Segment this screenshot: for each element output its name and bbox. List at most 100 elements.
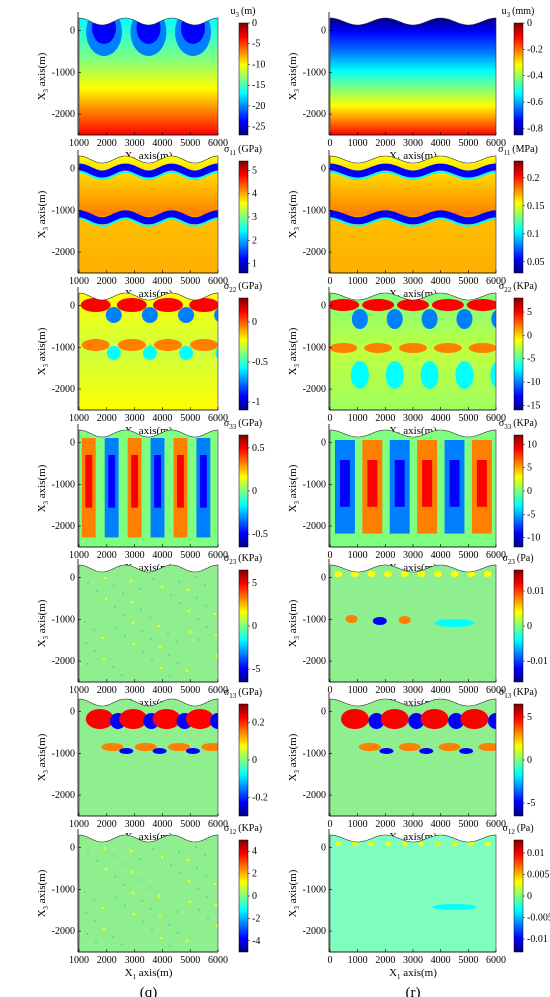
colorbar-title-sub: 11 (504, 149, 511, 157)
colorbar-title-main: u (231, 6, 236, 17)
y-tick-label: -1000 (303, 205, 326, 216)
field-5 (330, 293, 496, 410)
field-blob (397, 299, 429, 311)
x-tick-label: 3000 (125, 276, 145, 287)
x-tick-label: 3000 (125, 685, 145, 696)
field-blob (168, 743, 191, 751)
x-axis-label-main: X (389, 150, 397, 162)
y-axis-label-sub: 3 (42, 769, 50, 773)
colorbar-tick-label: 5 (252, 165, 257, 176)
speckle (122, 883, 126, 887)
column-core (339, 460, 350, 507)
speckle (129, 849, 133, 853)
y-axis-label-post: axis(m) (287, 599, 299, 636)
colorbar-title-sub: 12 (508, 828, 516, 836)
speckle (186, 858, 190, 862)
field-blob (330, 299, 360, 311)
column-core (422, 460, 433, 507)
speckle (83, 620, 87, 624)
x-tick-label: 2000 (375, 819, 395, 830)
x-tick-label: 5000 (458, 955, 478, 966)
speckle (186, 588, 190, 592)
y-axis-label-post: axis(m) (36, 599, 48, 636)
colorbar-tick-label: -25 (252, 122, 265, 133)
x-tick-label: 3000 (403, 685, 423, 696)
colorbar (513, 160, 524, 274)
field-blob (340, 709, 369, 729)
field-blob (185, 709, 214, 729)
field-blob (180, 18, 205, 44)
field-blob (178, 307, 195, 323)
speckle (86, 851, 90, 855)
x-tick-label: 1000 (69, 413, 89, 424)
field-region (79, 430, 218, 547)
speckle (185, 939, 189, 943)
y-tick-label: 0 (70, 164, 75, 175)
speckle (159, 666, 163, 670)
field-blob (364, 343, 393, 353)
field-blob (490, 361, 496, 389)
y-tick-label: 0 (70, 843, 75, 854)
colorbar-title: σ22 (KPa) (499, 281, 537, 294)
colorbar (238, 22, 249, 136)
field-blob (379, 748, 394, 754)
surface-outline (78, 834, 219, 953)
speckle (111, 935, 115, 939)
field-blob (190, 339, 218, 351)
speckle (187, 609, 191, 613)
x-tick-label: 1000 (69, 955, 89, 966)
x-tick-label: 4000 (431, 685, 451, 696)
field-12 (79, 835, 218, 952)
speckle (166, 632, 170, 636)
colorbar-unit: (KPa) (513, 687, 537, 698)
x-tick-label: 2000 (375, 276, 395, 287)
x-axis-label: X1 axis(m) (389, 967, 437, 981)
colorbar-title: σ12 (KPa) (224, 823, 262, 836)
y-tick-label: -1000 (303, 884, 326, 895)
field-blob (417, 571, 426, 577)
x-tick-label: 5000 (180, 955, 200, 966)
field-blob (418, 842, 425, 846)
y-tick-label: 0 (321, 301, 326, 312)
colorbar-title-sub: 22 (229, 286, 237, 294)
field-blob (432, 904, 477, 910)
column-core (199, 455, 207, 508)
speckle (215, 654, 218, 658)
field-blob (419, 748, 434, 754)
field-blob (189, 298, 218, 312)
column-core (176, 455, 184, 508)
x-tick-label: 5000 (180, 685, 200, 696)
band-edge (79, 217, 218, 227)
y-tick-label: -1000 (52, 205, 75, 216)
x-axis-label-main: X (125, 967, 133, 979)
y-axis-label-post: axis(m) (36, 869, 48, 906)
y-axis-label-main: X (287, 909, 299, 917)
y-tick-label: -1000 (303, 614, 326, 625)
field-blob (386, 309, 403, 329)
y-tick-label: 0 (321, 573, 326, 584)
colorbar-tick-label: -5 (527, 798, 535, 809)
x-tick-label: 2000 (97, 819, 117, 830)
speckle (194, 575, 198, 579)
x-tick-label: 0 (328, 955, 333, 966)
speckle (160, 855, 164, 859)
colorbar-tick-label: 0 (252, 755, 257, 766)
field-blob (152, 709, 181, 729)
colorbar-tick-label: 1 (252, 259, 257, 270)
colorbar-unit: (GPa) (238, 687, 262, 698)
colorbar-tick-label: 0 (252, 621, 257, 632)
speckle (132, 912, 136, 916)
speckle (141, 650, 145, 654)
y-axis-label: X3 axis(m) (287, 52, 301, 100)
colorbar-tick-label: -15 (527, 400, 540, 411)
colorbar-title-sub: 13 (229, 692, 237, 700)
speckle (102, 927, 106, 931)
y-tick-label: -1000 (303, 748, 326, 759)
colorbar-title-main: σ (224, 144, 230, 155)
field-blob (385, 842, 392, 846)
colorbar (238, 434, 249, 548)
speckle (94, 670, 98, 674)
y-axis-label: X3 axis(m) (36, 52, 50, 100)
